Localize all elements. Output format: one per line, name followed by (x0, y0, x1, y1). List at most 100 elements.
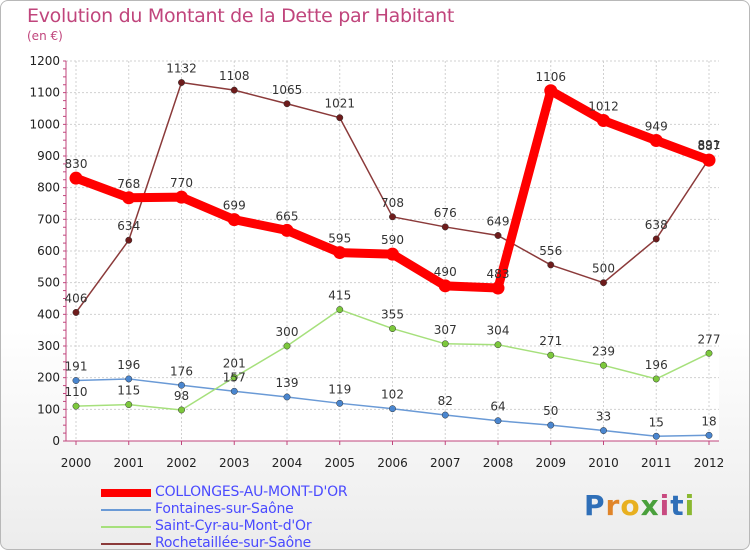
logo-letter: i (659, 489, 671, 522)
legend-label: Rochetaillée-sur-Saône (155, 535, 312, 550)
data-label: 304 (487, 324, 510, 338)
data-point (122, 191, 136, 205)
data-label: 307 (434, 323, 457, 337)
x-tick-label: 2003 (219, 456, 250, 470)
data-label: 1106 (535, 70, 566, 84)
legend-swatch (101, 526, 151, 528)
data-label: 50 (543, 404, 558, 418)
y-tick-label: 900 (37, 149, 60, 163)
data-point (705, 349, 713, 357)
data-point (702, 153, 716, 167)
data-point (652, 432, 660, 440)
y-tick-label: 100 (37, 402, 60, 416)
data-point (283, 342, 291, 350)
data-label: 300 (276, 325, 299, 339)
x-tick-label: 2011 (641, 456, 672, 470)
data-label: 18 (701, 414, 716, 428)
data-label: 110 (65, 385, 88, 399)
data-label: 500 (592, 262, 615, 276)
y-tick-label: 1100 (29, 86, 60, 100)
data-point (72, 402, 80, 410)
data-point (125, 375, 133, 383)
y-tick-label: 1200 (29, 54, 60, 68)
x-tick-label: 2006 (377, 456, 408, 470)
data-label: 201 (223, 356, 246, 370)
data-point (283, 100, 291, 108)
data-label: 139 (276, 376, 299, 390)
logo-letter: i (684, 489, 696, 522)
x-tick-label: 2004 (272, 456, 303, 470)
data-label: 556 (539, 244, 562, 258)
data-label: 406 (65, 291, 88, 305)
data-point (389, 213, 396, 221)
data-point (600, 279, 607, 287)
data-point (280, 223, 294, 237)
data-label: 665 (276, 209, 299, 223)
data-point (649, 133, 663, 147)
data-point (544, 84, 558, 98)
data-point (178, 381, 185, 389)
data-point (441, 223, 449, 231)
data-point (547, 351, 555, 359)
data-point (491, 281, 505, 295)
data-label: 196 (117, 358, 140, 372)
data-label: 239 (592, 344, 615, 358)
data-point (494, 341, 502, 349)
data-point (494, 417, 502, 425)
y-tick-label: 0 (52, 434, 60, 448)
legend-item: COLLONGES-AU-MONT-D'OR (101, 484, 501, 501)
data-point (125, 236, 133, 244)
data-point (652, 235, 660, 243)
x-tick-label: 2001 (113, 456, 144, 470)
x-tick-label: 2009 (535, 456, 566, 470)
data-point (72, 308, 80, 316)
y-tick-label: 200 (37, 371, 60, 385)
data-label: 595 (328, 232, 351, 246)
data-label: 1021 (324, 97, 355, 111)
y-tick-label: 1000 (29, 117, 60, 131)
y-tick-label: 300 (37, 339, 60, 353)
legend-swatch (101, 509, 151, 511)
data-label: 770 (170, 176, 193, 190)
data-point (547, 261, 555, 269)
data-point (175, 190, 188, 204)
data-label: 699 (223, 199, 246, 213)
data-point (386, 247, 399, 261)
data-label: 483 (487, 267, 510, 281)
data-label: 768 (117, 177, 140, 191)
data-label: 15 (649, 415, 664, 429)
y-tick-label: 700 (37, 212, 60, 226)
chart-title: Evolution du Montant de la Dette par Hab… (27, 5, 455, 27)
data-label: 887 (698, 139, 721, 153)
data-label: 33 (596, 410, 611, 424)
data-point (72, 377, 80, 384)
data-point (652, 375, 660, 383)
data-point (441, 411, 449, 419)
data-label: 98 (174, 389, 189, 403)
data-point (227, 213, 241, 227)
data-label: 196 (645, 358, 668, 372)
data-point (283, 393, 291, 401)
legend-label: COLLONGES-AU-MONT-D'OR (155, 484, 348, 500)
chart-subtitle: (en €) (27, 29, 63, 43)
x-tick-label: 2007 (430, 456, 461, 470)
data-label: 1108 (219, 69, 250, 83)
x-tick-label: 2002 (166, 456, 197, 470)
y-tick-label: 600 (37, 244, 60, 258)
data-label: 176 (170, 364, 193, 378)
data-label: 415 (328, 289, 351, 303)
x-tick-label: 2010 (588, 456, 619, 470)
data-point (597, 114, 610, 128)
data-point (333, 246, 347, 260)
proxiti-logo: Proxiti (584, 489, 695, 522)
data-point (178, 79, 185, 86)
legend-item: Fontaines-sur-Saône (101, 501, 501, 518)
data-point (336, 114, 344, 122)
data-point (438, 279, 452, 293)
logo-letter: r (605, 489, 621, 522)
legend-swatch (101, 543, 151, 545)
data-label: 830 (65, 157, 88, 171)
data-point (389, 325, 396, 333)
